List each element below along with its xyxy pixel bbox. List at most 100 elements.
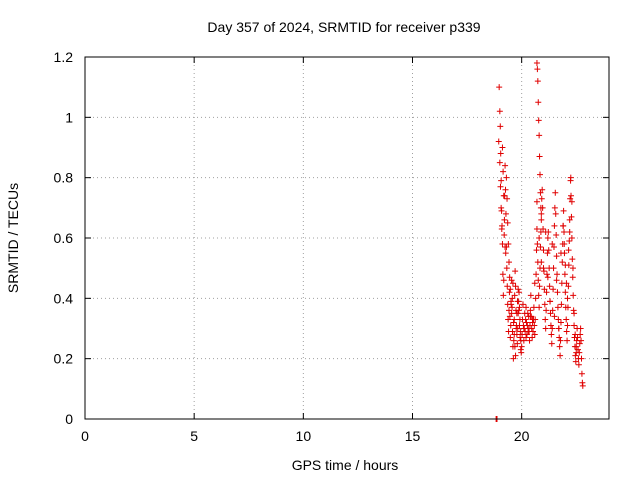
data-point (531, 322, 538, 329)
data-point (545, 247, 552, 254)
data-point (559, 259, 566, 266)
data-point (553, 231, 560, 238)
data-point (555, 316, 562, 323)
data-point (543, 271, 550, 278)
data-point (551, 204, 558, 211)
data-point (526, 337, 533, 344)
data-point (535, 292, 542, 299)
data-point (565, 283, 572, 290)
data-point (533, 60, 540, 67)
data-point (554, 271, 561, 278)
data-point (500, 277, 507, 284)
data-point (577, 331, 584, 338)
data-points (493, 60, 586, 422)
data-point (534, 66, 541, 73)
data-point (533, 198, 540, 205)
data-point (577, 325, 584, 332)
data-point (508, 277, 515, 284)
data-point (506, 274, 513, 281)
data-point (523, 304, 530, 311)
data-point (558, 301, 565, 308)
data-point (512, 268, 519, 275)
data-point (512, 283, 519, 290)
data-point (510, 355, 517, 362)
data-point (504, 195, 511, 202)
data-point (570, 292, 577, 299)
data-point (502, 210, 509, 217)
chart-title: Day 357 of 2024, SRMTID for receiver p33… (207, 19, 480, 35)
data-point (563, 280, 570, 287)
data-point (579, 382, 586, 389)
data-point (502, 244, 509, 251)
data-point (498, 204, 505, 211)
y-tick-label: 0.2 (54, 351, 74, 367)
data-point (507, 286, 514, 293)
x-tick-label: 10 (296, 428, 312, 444)
data-point (546, 283, 553, 290)
data-point (511, 316, 518, 323)
data-point (571, 322, 578, 329)
data-point (552, 189, 559, 196)
data-point (547, 310, 554, 317)
data-point (537, 204, 544, 211)
x-tick-label: 5 (190, 428, 198, 444)
data-point (534, 78, 541, 85)
data-point (539, 186, 546, 193)
data-point (496, 108, 503, 115)
data-point (496, 84, 503, 91)
data-point (527, 292, 534, 299)
data-point (500, 192, 507, 199)
data-point (537, 189, 544, 196)
data-point (544, 250, 551, 257)
data-point (550, 244, 557, 251)
data-point (560, 222, 567, 229)
data-point (528, 325, 535, 332)
y-axis-label: SRMTID / TECUs (5, 183, 21, 293)
data-point (567, 195, 574, 202)
data-point (511, 343, 518, 350)
x-tick-label: 15 (405, 428, 421, 444)
data-point (536, 235, 543, 241)
data-point (531, 331, 538, 338)
data-point (520, 325, 527, 332)
data-point (542, 316, 549, 323)
data-point (500, 168, 507, 175)
axis-ticks: 0 5 10 15 20 0 0.2 0.4 0.6 0.8 1 1.2 (54, 49, 609, 444)
data-point (551, 222, 558, 229)
data-point (532, 295, 539, 302)
data-point (538, 216, 545, 223)
data-point (510, 319, 517, 326)
data-point (538, 210, 545, 217)
data-point (540, 225, 547, 232)
data-point (533, 247, 540, 254)
data-point (509, 304, 516, 311)
data-point (537, 171, 544, 178)
data-point (540, 265, 547, 272)
data-point (535, 99, 542, 106)
data-point (552, 210, 559, 217)
data-point (515, 286, 522, 293)
data-point (541, 301, 548, 308)
data-point (509, 328, 516, 335)
data-point (511, 292, 518, 299)
x-tick-label: 0 (81, 428, 89, 444)
data-point (530, 304, 537, 311)
data-point (578, 355, 585, 362)
data-point (533, 225, 540, 232)
data-point (572, 358, 579, 365)
data-point (547, 298, 554, 305)
data-point (524, 310, 531, 317)
data-point (510, 337, 517, 344)
data-point (497, 183, 504, 190)
data-point (566, 228, 573, 235)
data-point (502, 162, 509, 169)
data-point (536, 132, 543, 139)
data-point (517, 334, 524, 341)
data-point (517, 346, 524, 353)
data-point (568, 235, 575, 241)
data-point (538, 195, 545, 202)
data-point (525, 328, 532, 335)
plot-frame (84, 56, 610, 420)
data-point (512, 352, 519, 359)
data-point (504, 219, 511, 226)
